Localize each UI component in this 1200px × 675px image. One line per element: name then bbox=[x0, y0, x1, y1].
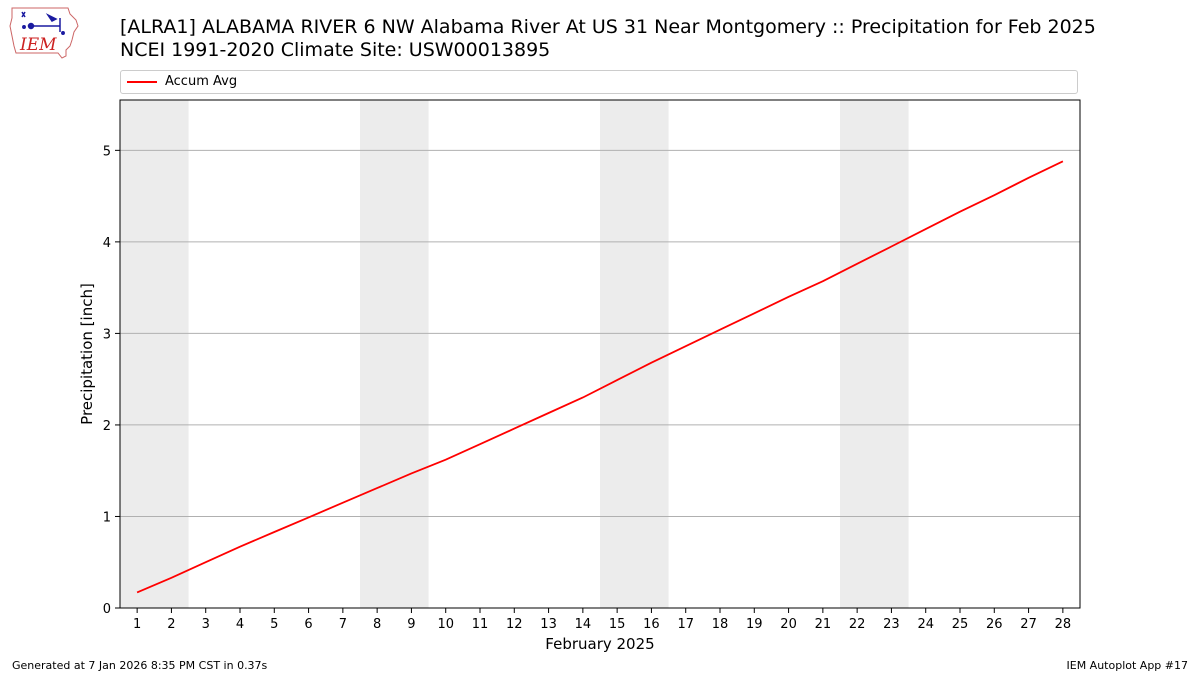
weekend-band bbox=[840, 100, 909, 608]
y-tick-label: 0 bbox=[103, 602, 111, 617]
x-tick-label: 7 bbox=[339, 617, 347, 632]
weekend-band bbox=[360, 100, 429, 608]
chart-title: [ALRA1] ALABAMA RIVER 6 NW Alabama River… bbox=[120, 16, 1096, 62]
y-tick-label: 4 bbox=[103, 236, 111, 251]
x-tick-label: 11 bbox=[472, 617, 489, 632]
x-tick-label: 15 bbox=[609, 617, 626, 632]
x-tick-label: 25 bbox=[952, 617, 969, 632]
generated-timestamp: Generated at 7 Jan 2026 8:35 PM CST in 0… bbox=[12, 659, 268, 672]
x-tick-label: 13 bbox=[540, 617, 557, 632]
x-tick-label: 23 bbox=[883, 617, 900, 632]
x-tick-label: 19 bbox=[746, 617, 763, 632]
series-line-accum-avg bbox=[136, 160, 1064, 594]
chart-title-line2: NCEI 1991-2020 Climate Site: USW00013895 bbox=[120, 39, 551, 61]
x-tick-label: 17 bbox=[677, 617, 694, 632]
x-tick-label: 6 bbox=[304, 617, 312, 632]
chart-title-line1: [ALRA1] ALABAMA RIVER 6 NW Alabama River… bbox=[120, 16, 1096, 38]
weekend-band bbox=[120, 100, 189, 608]
x-tick-label: 1 bbox=[133, 617, 141, 632]
x-tick-label: 8 bbox=[373, 617, 381, 632]
iem-iowa-map-logo-icon: IEM bbox=[9, 7, 79, 59]
x-tick-label: 20 bbox=[780, 617, 797, 632]
x-tick-label: 26 bbox=[986, 617, 1003, 632]
x-tick-label: 22 bbox=[849, 617, 866, 632]
y-axis-label: Precipitation [inch] bbox=[78, 283, 96, 425]
y-tick-label: 2 bbox=[103, 419, 111, 434]
x-tick-label: 21 bbox=[815, 617, 832, 632]
x-tick-label: 12 bbox=[506, 617, 523, 632]
y-tick-label: 5 bbox=[103, 144, 111, 159]
x-tick-label: 14 bbox=[575, 617, 592, 632]
x-tick-label: 4 bbox=[236, 617, 244, 632]
y-tick-label: 1 bbox=[103, 510, 111, 525]
x-tick-label: 10 bbox=[437, 617, 454, 632]
x-tick-label: 5 bbox=[270, 617, 278, 632]
legend-swatch-accum-avg bbox=[127, 81, 157, 83]
x-tick-label: 2 bbox=[167, 617, 175, 632]
x-tick-label: 16 bbox=[643, 617, 660, 632]
legend: Accum Avg bbox=[120, 70, 1078, 94]
iem-logo-text: IEM bbox=[19, 35, 57, 55]
y-tick-label: 3 bbox=[103, 327, 111, 342]
weekend-band bbox=[600, 100, 669, 608]
plot-frame bbox=[119, 99, 1081, 609]
x-axis-label: February 2025 bbox=[545, 635, 654, 653]
x-tick-label: 24 bbox=[917, 617, 934, 632]
legend-label-accum-avg: Accum Avg bbox=[165, 74, 238, 89]
x-tick-label: 28 bbox=[1055, 617, 1072, 632]
x-tick-label: 18 bbox=[712, 617, 729, 632]
x-tick-label: 9 bbox=[407, 617, 415, 632]
x-tick-label: 3 bbox=[202, 617, 210, 632]
x-tick-label: 27 bbox=[1020, 617, 1037, 632]
app-credit: IEM Autoplot App #17 bbox=[1066, 659, 1189, 672]
iem-logo: IEM bbox=[8, 6, 80, 60]
